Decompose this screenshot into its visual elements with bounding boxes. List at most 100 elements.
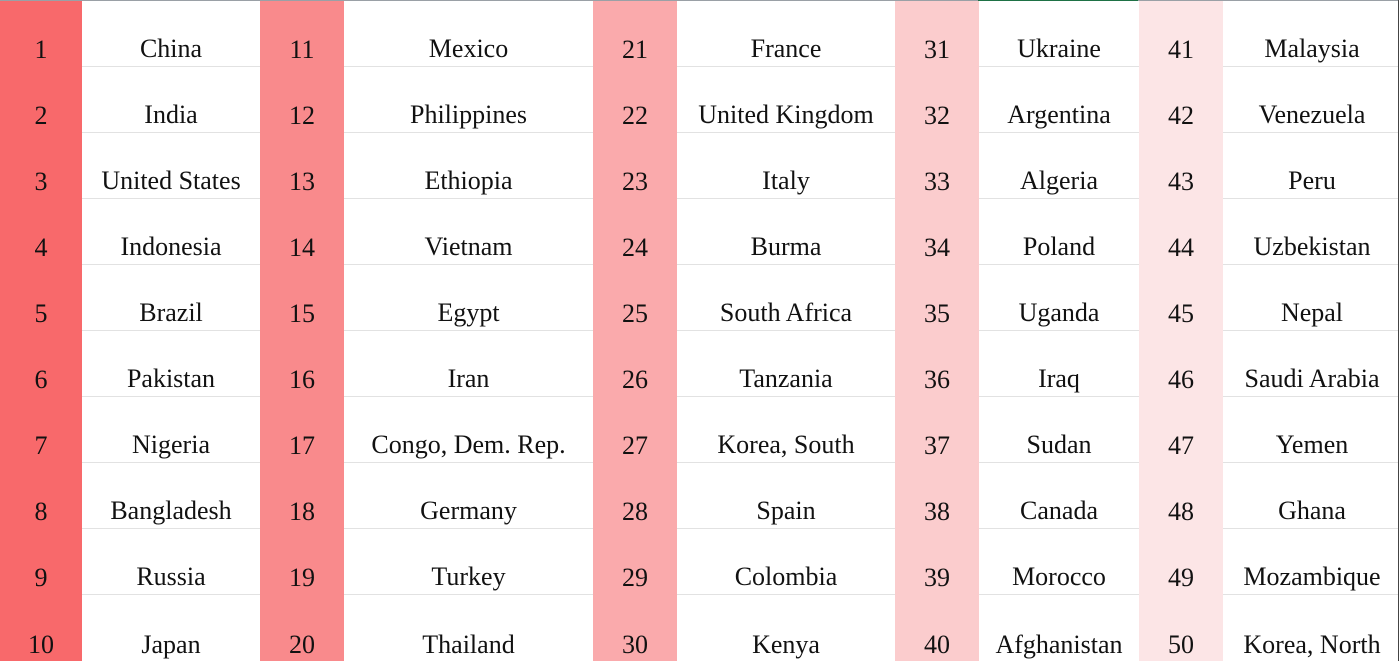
- rank-cell[interactable]: 9: [0, 529, 82, 595]
- country-cell[interactable]: Burma: [677, 199, 895, 265]
- rank-cell[interactable]: 26: [593, 331, 677, 397]
- country-cell[interactable]: Congo, Dem. Rep.: [344, 397, 593, 463]
- rank-cell[interactable]: 18: [260, 463, 344, 529]
- country-cell[interactable]: France: [677, 1, 895, 67]
- rank-cell[interactable]: 21: [593, 1, 677, 67]
- rank-cell[interactable]: 6: [0, 331, 82, 397]
- rank-cell[interactable]: 2: [0, 67, 82, 133]
- country-cell[interactable]: Sudan: [979, 397, 1139, 463]
- country-cell[interactable]: Nigeria: [82, 397, 260, 463]
- rank-cell[interactable]: 43: [1139, 133, 1223, 199]
- rank-cell[interactable]: 48: [1139, 463, 1223, 529]
- country-cell[interactable]: Germany: [344, 463, 593, 529]
- rank-cell[interactable]: 30: [593, 595, 677, 661]
- country-cell[interactable]: United States: [82, 133, 260, 199]
- rank-cell[interactable]: 28: [593, 463, 677, 529]
- country-cell[interactable]: Pakistan: [82, 331, 260, 397]
- country-cell[interactable]: Iran: [344, 331, 593, 397]
- rank-cell[interactable]: 47: [1139, 397, 1223, 463]
- rank-cell[interactable]: 34: [895, 199, 979, 265]
- rank-cell[interactable]: 50: [1139, 595, 1223, 661]
- rank-cell[interactable]: 13: [260, 133, 344, 199]
- country-cell[interactable]: United Kingdom: [677, 67, 895, 133]
- country-cell[interactable]: Peru: [1223, 133, 1399, 199]
- country-cell[interactable]: Spain: [677, 463, 895, 529]
- rank-cell[interactable]: 46: [1139, 331, 1223, 397]
- rank-cell[interactable]: 19: [260, 529, 344, 595]
- rank-cell[interactable]: 31: [895, 1, 979, 67]
- country-cell[interactable]: Canada: [979, 463, 1139, 529]
- country-cell[interactable]: Uganda: [979, 265, 1139, 331]
- country-cell[interactable]: Argentina: [979, 67, 1139, 133]
- rank-cell[interactable]: 35: [895, 265, 979, 331]
- country-cell[interactable]: Poland: [979, 199, 1139, 265]
- rank-cell[interactable]: 44: [1139, 199, 1223, 265]
- country-cell[interactable]: Ghana: [1223, 463, 1399, 529]
- country-cell[interactable]: Yemen: [1223, 397, 1399, 463]
- rank-cell[interactable]: 32: [895, 67, 979, 133]
- rank-cell[interactable]: 17: [260, 397, 344, 463]
- rank-cell[interactable]: 36: [895, 331, 979, 397]
- country-cell[interactable]: India: [82, 67, 260, 133]
- rank-cell[interactable]: 8: [0, 463, 82, 529]
- country-cell[interactable]: China: [82, 1, 260, 67]
- rank-cell[interactable]: 15: [260, 265, 344, 331]
- country-cell[interactable]: Morocco: [979, 529, 1139, 595]
- country-cell[interactable]: Brazil: [82, 265, 260, 331]
- rank-cell[interactable]: 39: [895, 529, 979, 595]
- rank-cell[interactable]: 3: [0, 133, 82, 199]
- country-cell[interactable]: Thailand: [344, 595, 593, 661]
- country-cell[interactable]: Egypt: [344, 265, 593, 331]
- rank-cell[interactable]: 40: [895, 595, 979, 661]
- rank-cell[interactable]: 7: [0, 397, 82, 463]
- country-cell[interactable]: Bangladesh: [82, 463, 260, 529]
- rank-cell[interactable]: 20: [260, 595, 344, 661]
- rank-cell[interactable]: 23: [593, 133, 677, 199]
- rank-cell[interactable]: 14: [260, 199, 344, 265]
- rank-cell[interactable]: 10: [0, 595, 82, 661]
- country-cell[interactable]: Colombia: [677, 529, 895, 595]
- country-cell[interactable]: Malaysia: [1223, 1, 1399, 67]
- rank-cell[interactable]: 12: [260, 67, 344, 133]
- rank-cell[interactable]: 33: [895, 133, 979, 199]
- country-cell[interactable]: Korea, South: [677, 397, 895, 463]
- country-cell[interactable]: Ethiopia: [344, 133, 593, 199]
- country-cell[interactable]: Vietnam: [344, 199, 593, 265]
- country-cell[interactable]: Uzbekistan: [1223, 199, 1399, 265]
- rank-cell[interactable]: 41: [1139, 1, 1223, 67]
- country-cell[interactable]: Algeria: [979, 133, 1139, 199]
- rank-cell[interactable]: 4: [0, 199, 82, 265]
- rank-cell[interactable]: 16: [260, 331, 344, 397]
- rank-cell[interactable]: 27: [593, 397, 677, 463]
- country-cell[interactable]: Mexico: [344, 1, 593, 67]
- country-cell[interactable]: Indonesia: [82, 199, 260, 265]
- rank-cell[interactable]: 5: [0, 265, 82, 331]
- country-cell[interactable]: South Africa: [677, 265, 895, 331]
- country-cell[interactable]: Venezuela: [1223, 67, 1399, 133]
- rank-cell[interactable]: 24: [593, 199, 677, 265]
- country-cell[interactable]: Korea, North: [1223, 595, 1399, 661]
- country-cell[interactable]: Ukraine: [979, 1, 1139, 67]
- rank-cell[interactable]: 49: [1139, 529, 1223, 595]
- rank-cell[interactable]: 25: [593, 265, 677, 331]
- country-cell[interactable]: Saudi Arabia: [1223, 331, 1399, 397]
- country-cell[interactable]: Nepal: [1223, 265, 1399, 331]
- rank-cell[interactable]: 37: [895, 397, 979, 463]
- country-cell[interactable]: Philippines: [344, 67, 593, 133]
- country-cell[interactable]: Iraq: [979, 331, 1139, 397]
- country-cell[interactable]: Kenya: [677, 595, 895, 661]
- country-cell[interactable]: Turkey: [344, 529, 593, 595]
- country-cell[interactable]: Italy: [677, 133, 895, 199]
- rank-cell[interactable]: 45: [1139, 265, 1223, 331]
- country-cell[interactable]: Tanzania: [677, 331, 895, 397]
- rank-cell[interactable]: 1: [0, 1, 82, 67]
- country-cell[interactable]: Afghanistan: [979, 595, 1139, 661]
- rank-cell[interactable]: 38: [895, 463, 979, 529]
- country-cell[interactable]: Mozambique: [1223, 529, 1399, 595]
- rank-cell[interactable]: 29: [593, 529, 677, 595]
- rank-cell[interactable]: 11: [260, 1, 344, 67]
- rank-cell[interactable]: 42: [1139, 67, 1223, 133]
- country-cell[interactable]: Russia: [82, 529, 260, 595]
- country-cell[interactable]: Japan: [82, 595, 260, 661]
- rank-cell[interactable]: 22: [593, 67, 677, 133]
